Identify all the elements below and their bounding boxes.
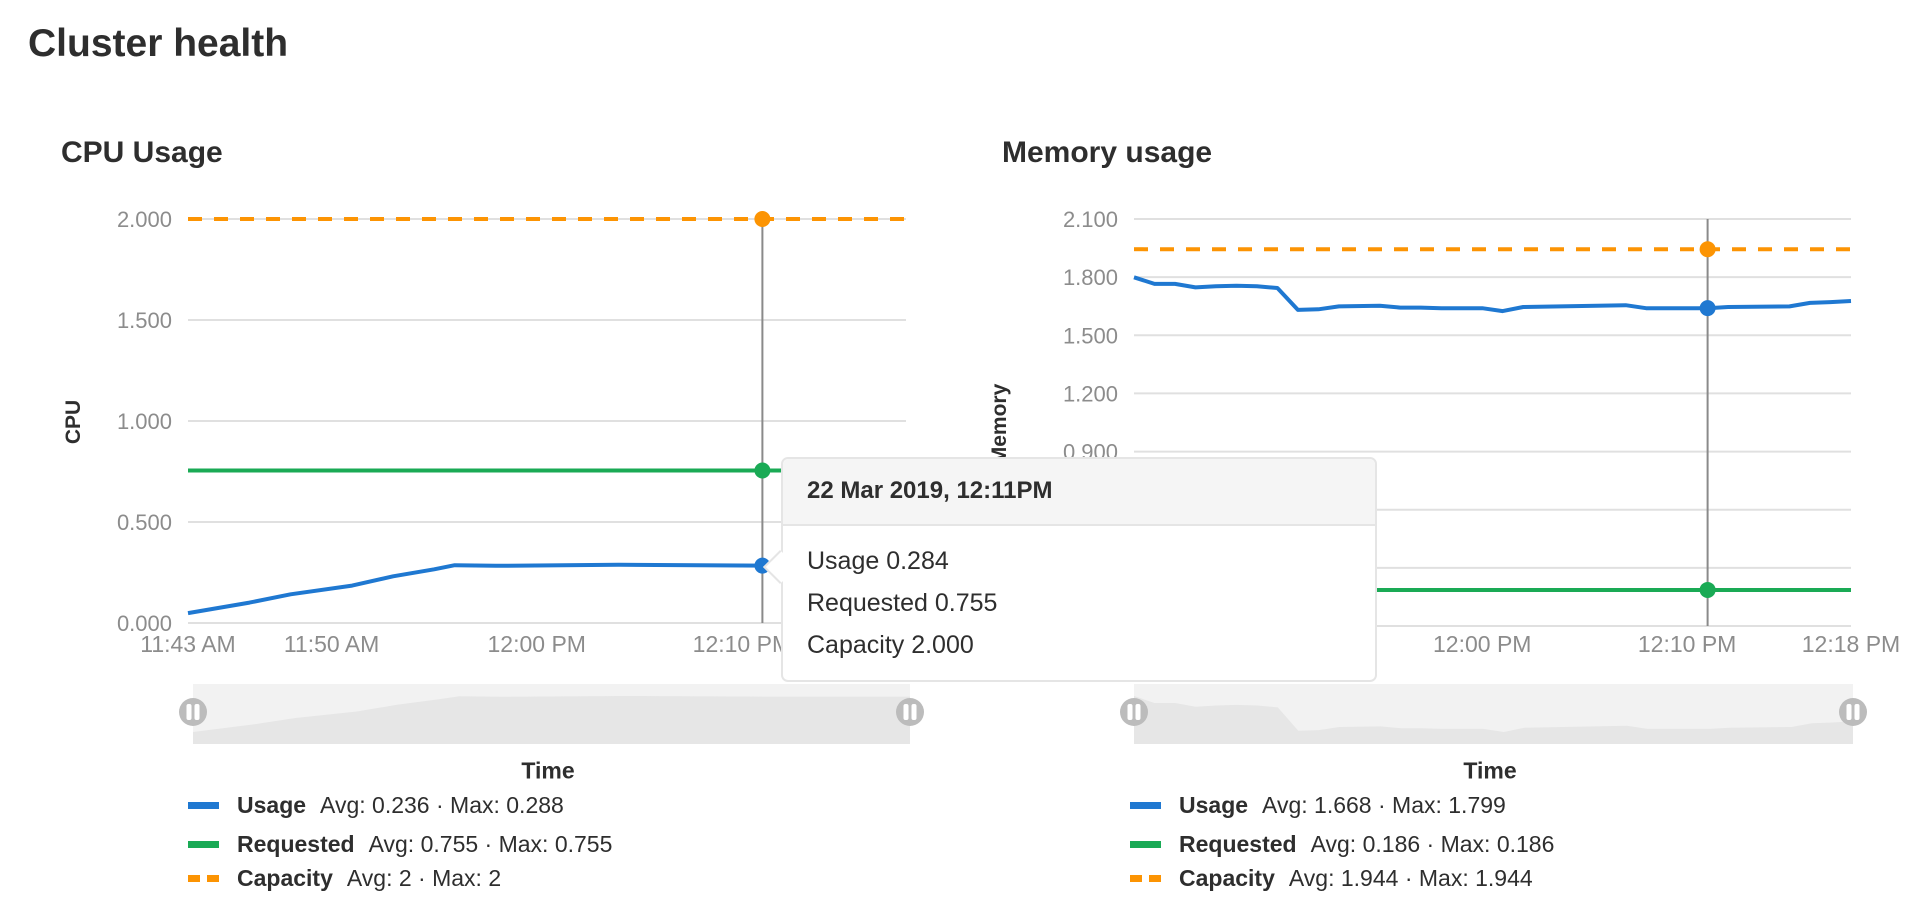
- range-slider-left-handle[interactable]: [1120, 698, 1148, 726]
- solid-line-swatch-icon: [188, 840, 219, 848]
- range-slider-right-handle[interactable]: [1839, 698, 1867, 726]
- y-tick-label: 1.500: [1063, 323, 1118, 348]
- memory-chart-title: Memory usage: [1002, 136, 1213, 169]
- data-point-usage: [1699, 300, 1716, 317]
- x-tick-label: 12:00 PM: [488, 631, 586, 657]
- range-slider-right-handle[interactable]: [896, 698, 924, 726]
- series-line-usage: [1133, 275, 1852, 314]
- legend-stats: Avg: 2 · Max: 2: [346, 864, 502, 891]
- cpu-legend: Usage Avg: 0.236 · Max: 0.288 Requested Av…: [188, 792, 612, 908]
- memory-x-axis-title: Time: [1463, 757, 1517, 784]
- y-tick-label: 1.500: [117, 308, 172, 333]
- x-tick-label: 12:00 PM: [1433, 631, 1531, 657]
- legend-stats: Avg: 0.236 · Max: 0.288: [320, 791, 564, 818]
- memory-y-axis-title: Memory: [988, 383, 1011, 465]
- dashed-line-swatch-icon: [188, 874, 219, 882]
- dashed-line-swatch-icon: [1130, 874, 1161, 882]
- x-tick-label: 12:10 PM: [1638, 631, 1736, 657]
- legend-stats: Avg: 1.944 · Max: 1.944: [1288, 864, 1533, 891]
- data-point-requested: [1699, 581, 1716, 598]
- legend-item-capacity[interactable]: Capacity Avg: 2 · Max: 2: [188, 863, 612, 893]
- cpu-x-axis-title: Time: [521, 757, 575, 784]
- legend-name: Usage: [1179, 791, 1249, 818]
- y-tick-label: 1.800: [1063, 265, 1118, 290]
- range-slider-left-handle[interactable]: [179, 698, 207, 726]
- y-tick-label: 2.100: [1063, 207, 1118, 232]
- x-tick-label: 12:18 PM: [1802, 631, 1900, 657]
- range-slider-preview-area: [193, 696, 910, 744]
- legend-stats: Avg: 0.755 · Max: 0.755: [368, 830, 613, 857]
- legend-name: Capacity: [237, 864, 333, 891]
- legend-name: Usage: [237, 791, 307, 818]
- legend-item-requested[interactable]: Requested Avg: 0.755 · Max: 0.755: [188, 829, 612, 859]
- tooltip-date: 22 Mar 2019, 12:11PM: [783, 459, 1375, 526]
- cpu-chart-title: CPU Usage: [61, 136, 223, 169]
- tooltip-capacity: Capacity 2.000: [807, 631, 974, 659]
- legend-item-capacity[interactable]: Capacity Avg: 1.944 · Max: 1.944: [1130, 863, 1554, 893]
- tooltip-requested: Requested 0.755: [807, 589, 998, 617]
- solid-line-swatch-icon: [1130, 840, 1161, 848]
- series-line-usage: [187, 562, 906, 616]
- data-point-capacity: [1699, 241, 1716, 258]
- tooltip-usage: Usage 0.284: [807, 547, 949, 575]
- y-tick-label: 2.000: [117, 207, 172, 232]
- data-point-requested: [754, 462, 771, 479]
- y-tick-label: 1.000: [117, 409, 172, 434]
- range-slider-preview-area: [1134, 696, 1853, 744]
- legend-stats: Avg: 0.186 · Max: 0.186: [1310, 830, 1555, 857]
- legend-item-usage[interactable]: Usage Avg: 1.668 · Max: 1.799: [1130, 790, 1554, 820]
- solid-line-swatch-icon: [1130, 801, 1161, 809]
- legend-item-usage[interactable]: Usage Avg: 0.236 · Max: 0.288: [188, 790, 612, 820]
- solid-line-swatch-icon: [188, 801, 219, 809]
- y-tick-label: 1.200: [1063, 381, 1118, 406]
- data-point-capacity: [754, 211, 771, 227]
- legend-item-requested[interactable]: Requested Avg: 0.186 · Max: 0.186: [1130, 829, 1554, 859]
- chart-tooltip: 22 Mar 2019, 12:11PM Usage 0.284 Request…: [781, 457, 1377, 682]
- legend-name: Capacity: [1179, 864, 1275, 891]
- legend-name: Requested: [1179, 830, 1297, 857]
- y-tick-label: 0.000: [117, 611, 172, 636]
- memory-legend: Usage Avg: 1.668 · Max: 1.799 Requested Av…: [1130, 792, 1554, 908]
- x-tick-label: 12:10 PM: [693, 631, 791, 657]
- legend-name: Requested: [237, 830, 355, 857]
- page-title: Cluster health: [28, 22, 289, 65]
- x-tick-label: 11:43 AM: [140, 631, 235, 657]
- legend-stats: Avg: 1.668 · Max: 1.799: [1262, 791, 1506, 818]
- x-tick-label: 11:50 AM: [284, 631, 379, 657]
- y-tick-label: 0.500: [117, 510, 172, 535]
